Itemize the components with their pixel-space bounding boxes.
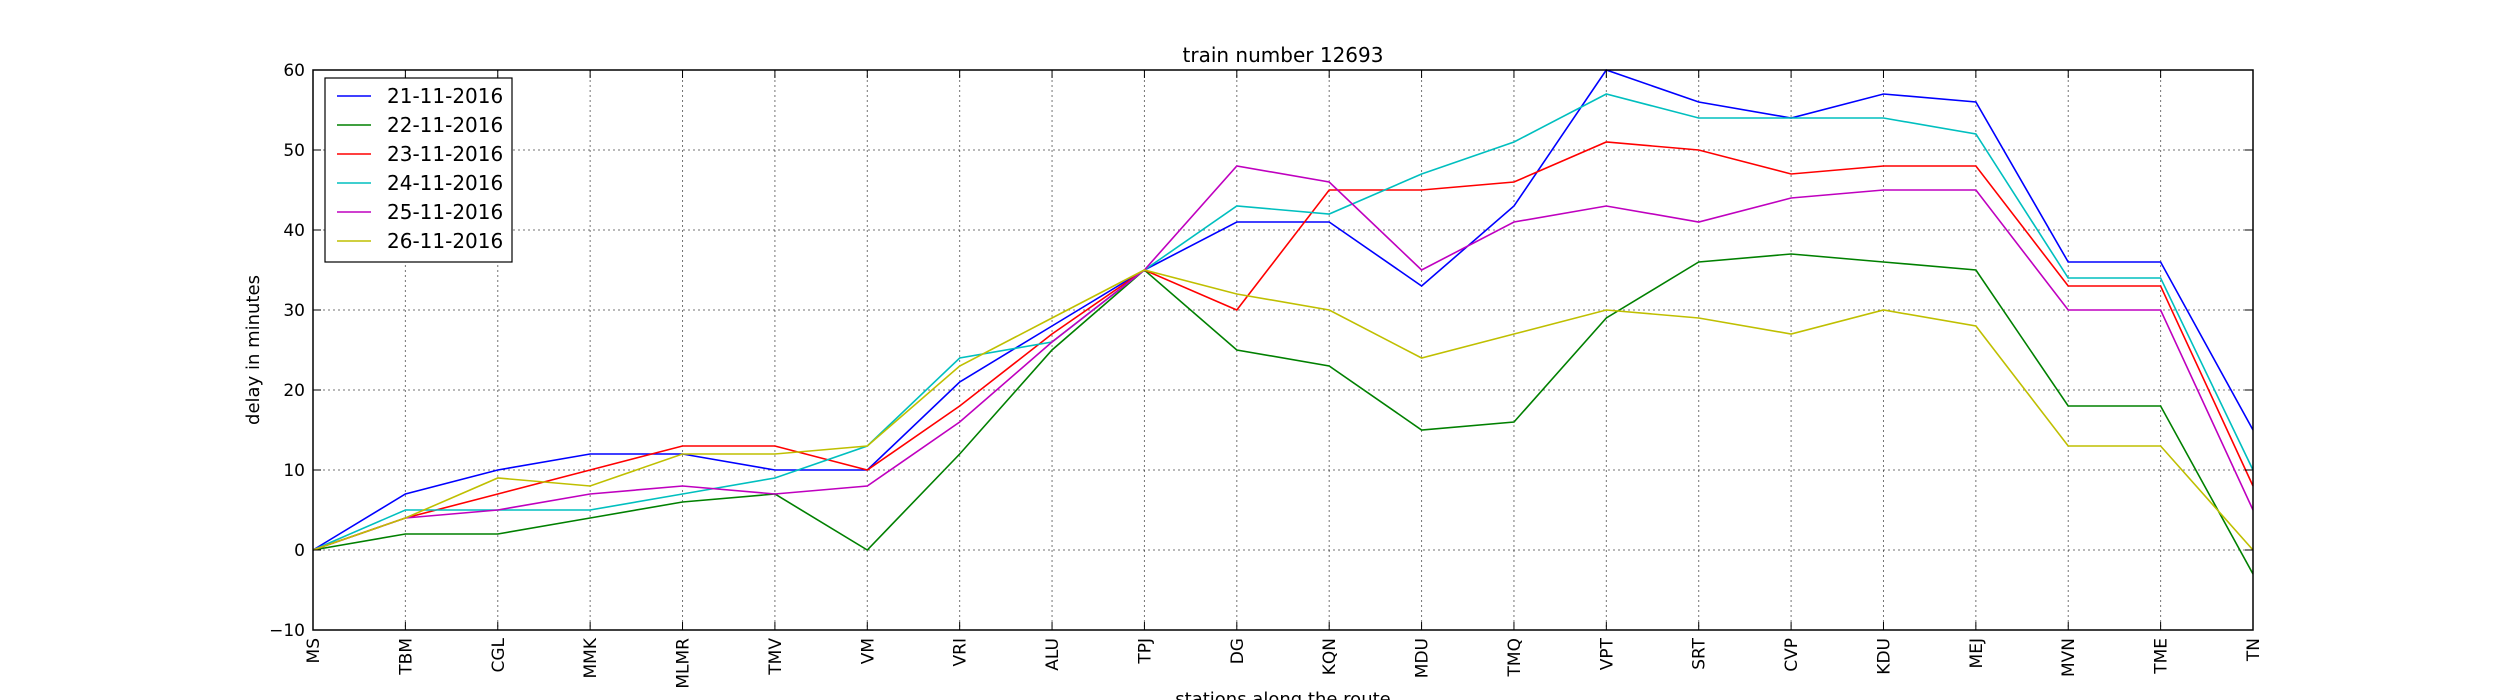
x-tick-label: MEJ <box>1967 638 1987 668</box>
legend-label: 23-11-2016 <box>387 142 503 166</box>
x-tick-label: DG <box>1228 638 1248 664</box>
plot-frame <box>312 69 2254 631</box>
x-tick-label: TN <box>2244 638 2264 662</box>
y-tick-label: 60 <box>283 61 305 81</box>
y-tick-label: 40 <box>283 221 305 241</box>
legend-label: 22-11-2016 <box>387 113 503 137</box>
x-tick-label: CGL <box>489 637 509 672</box>
x-axis-label: stations along the route <box>1175 689 1390 700</box>
x-tick-label: TBM <box>396 638 416 676</box>
x-tick-label: TME <box>2152 638 2172 675</box>
y-tick-label: −10 <box>269 621 305 641</box>
x-tick-label: MS <box>304 638 324 663</box>
legend: 21-11-2016 22-11-2016 23-11-2016 24-11-2016… <box>324 77 513 263</box>
x-tick-label: MMK <box>581 637 601 678</box>
legend-box <box>324 77 513 263</box>
y-axis-label: delay in minutes <box>243 275 264 425</box>
y-tick-label: 30 <box>283 301 305 321</box>
x-tick-label: KQN <box>1320 638 1340 675</box>
x-tick-label: SRT <box>1690 637 1710 669</box>
series-line-21-11-2016 <box>312 69 2254 551</box>
y-tick-label: 10 <box>283 461 305 481</box>
y-tick-label: 0 <box>294 541 305 561</box>
grid <box>312 69 2254 631</box>
x-tick-label: MLMR <box>674 638 694 689</box>
x-tick-label: KDU <box>1874 638 1894 675</box>
x-tick-label: MVN <box>2059 638 2079 677</box>
series-lines <box>312 69 2254 575</box>
legend-label: 25-11-2016 <box>387 200 503 224</box>
series-line-22-11-2016 <box>312 253 2254 575</box>
x-tick-label: VPT <box>1597 637 1617 670</box>
series-line-23-11-2016 <box>312 141 2254 551</box>
x-tick-label: TPJ <box>1135 638 1155 665</box>
x-tick-label: ALU <box>1043 638 1063 671</box>
chart-title: train number 12693 <box>1183 43 1384 67</box>
x-tick-label: CVP <box>1782 638 1802 672</box>
series-line-26-11-2016 <box>312 269 2254 551</box>
legend-label: 24-11-2016 <box>387 171 503 195</box>
legend-label: 26-11-2016 <box>387 229 503 253</box>
axis-ticks: −10 0 10 20 30 40 50 60 MS TBM CGL MMK MLMR TMV VM VRI A… <box>269 61 2264 689</box>
legend-label: 21-11-2016 <box>387 84 503 108</box>
x-tick-label: TMQ <box>1505 638 1525 677</box>
series-line-25-11-2016 <box>312 165 2254 551</box>
x-tick-label: MDU <box>1413 638 1433 678</box>
series-line-24-11-2016 <box>312 93 2254 551</box>
x-tick-label: VRI <box>951 638 971 666</box>
x-tick-label: VM <box>858 638 878 664</box>
y-tick-label: 50 <box>283 141 305 161</box>
y-tick-label: 20 <box>283 381 305 401</box>
x-tick-label: TMV <box>766 638 786 676</box>
